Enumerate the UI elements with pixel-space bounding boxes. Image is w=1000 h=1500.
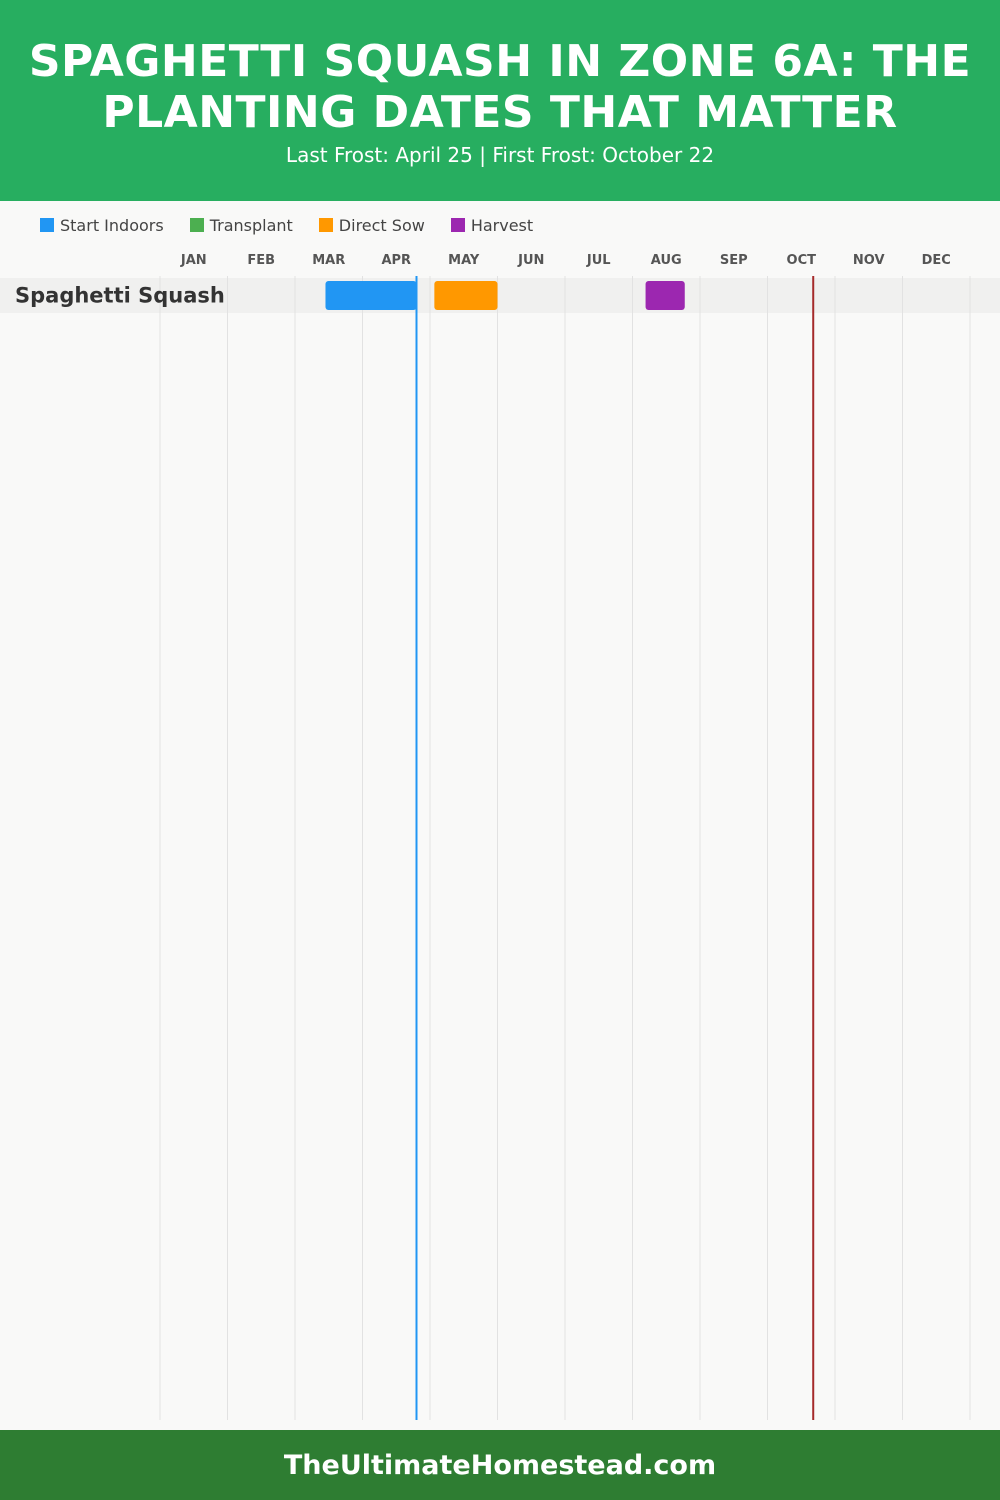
page-title: SPAGHETTI SQUASH IN ZONE 6A: THE PLANTIN… (28, 36, 972, 138)
legend-swatch (450, 218, 465, 232)
month-label: JAN (180, 253, 207, 268)
month-label: SEP (720, 253, 748, 268)
month-label: APR (381, 253, 411, 268)
phase-bar (645, 281, 685, 310)
month-label: JUN (517, 253, 544, 268)
phase-bar (325, 281, 417, 310)
site-url[interactable]: TheUltimateHomestead.com (283, 1449, 717, 1481)
header-banner: SPAGHETTI SQUASH IN ZONE 6A: THE PLANTIN… (0, 0, 1000, 201)
phase-bar (434, 281, 498, 310)
crop-label: Spaghetti Squash (15, 284, 225, 308)
row-background (0, 278, 1000, 313)
month-label: MAY (448, 253, 480, 268)
frost-dates-subtitle: Last Frost: April 25 | First Frost: Octo… (285, 143, 715, 167)
legend-label: Transplant (209, 215, 293, 235)
legend-label: Direct Sow (338, 215, 425, 235)
planting-calendar-chart: JAN FEB MAR APR MAY JUN JUL AUG SEP OCT NOV DEC Spag… (0, 253, 1000, 1420)
month-label: DEC (922, 253, 951, 268)
legend-label: Start Indoors (60, 215, 164, 235)
legend-item: Direct Sow (318, 215, 425, 235)
legend-label: Harvest (470, 215, 534, 235)
month-label: OCT (787, 253, 817, 268)
legend-item: Start Indoors (40, 216, 164, 235)
legend-item: Transplant (189, 215, 293, 235)
legend-swatch (189, 218, 204, 232)
month-label: MAR (312, 253, 345, 268)
footer-bar: TheUltimateHomestead.com (0, 1430, 1000, 1500)
legend-swatch (40, 218, 54, 232)
legend: Start Indoors Transplant Direct Sow Harvest (40, 214, 559, 236)
month-label: FEB (247, 253, 275, 268)
month-label: JUL (586, 253, 611, 268)
month-label: NOV (853, 253, 885, 268)
legend-item: Harvest (450, 215, 534, 235)
legend-swatch (318, 218, 333, 232)
month-label: AUG (651, 253, 682, 268)
